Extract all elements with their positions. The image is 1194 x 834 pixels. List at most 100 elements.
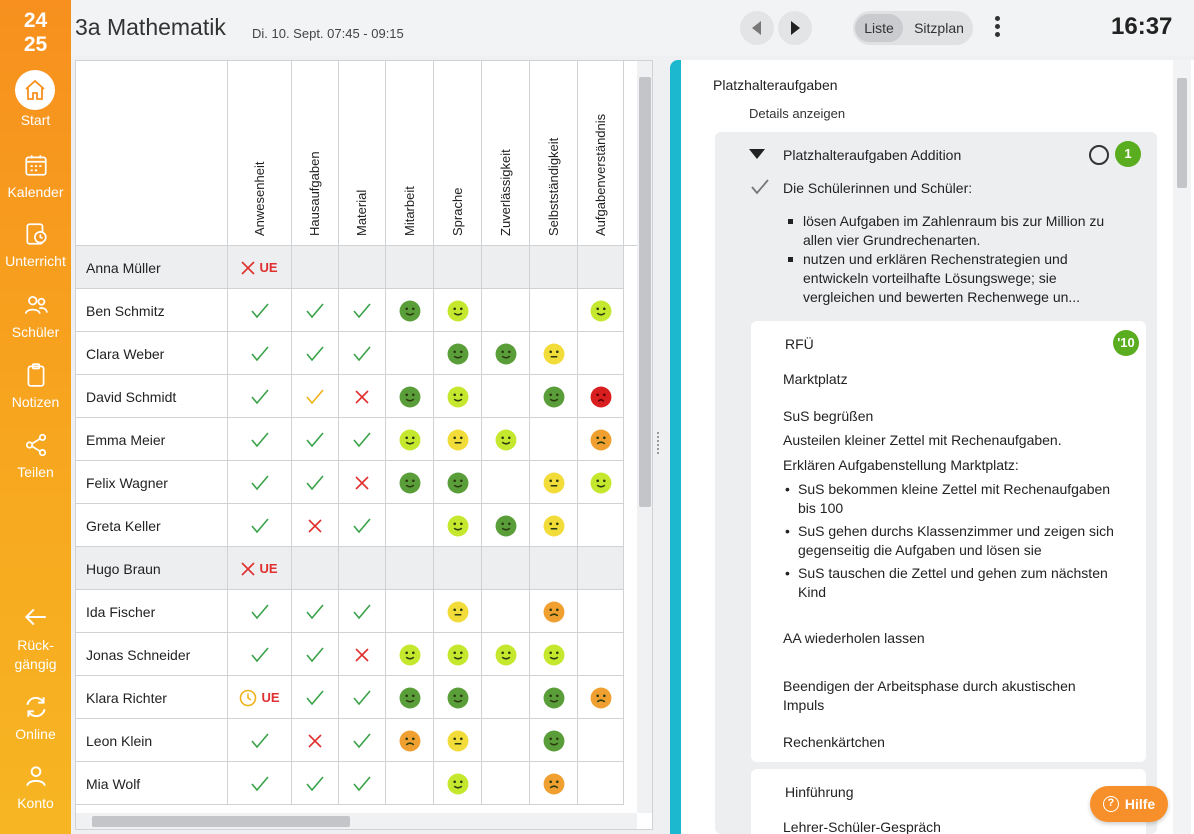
rating-cell[interactable] xyxy=(228,289,292,332)
rating-cell[interactable] xyxy=(482,547,530,590)
rating-cell[interactable] xyxy=(530,332,578,375)
collapse-triangle-icon[interactable] xyxy=(749,149,765,159)
rating-cell[interactable] xyxy=(482,762,530,805)
name-cell[interactable]: Ida Fischer xyxy=(76,590,228,633)
rating-cell[interactable] xyxy=(578,418,624,461)
previous-lesson-button[interactable] xyxy=(740,11,774,45)
rating-cell[interactable] xyxy=(434,633,482,676)
name-cell[interactable]: Leon Klein xyxy=(76,719,228,762)
table-row[interactable]: Klara Richter UE xyxy=(76,676,624,719)
rating-cell[interactable] xyxy=(578,289,624,332)
rating-cell[interactable] xyxy=(386,461,434,504)
name-cell[interactable]: Jonas Schneider xyxy=(76,633,228,676)
rating-cell[interactable] xyxy=(339,719,386,762)
column-header[interactable]: Sprache xyxy=(434,61,482,246)
rating-cell[interactable] xyxy=(339,418,386,461)
table-row[interactable]: Mia Wolf xyxy=(76,762,624,805)
table-row[interactable]: Clara Weber xyxy=(76,332,624,375)
table-row[interactable]: Leon Klein xyxy=(76,719,624,762)
rating-cell[interactable] xyxy=(292,590,339,633)
rating-cell[interactable] xyxy=(530,590,578,633)
name-cell[interactable]: Hugo Braun xyxy=(76,547,228,590)
rating-cell[interactable] xyxy=(578,547,624,590)
table-horizontal-scrollbar[interactable] xyxy=(76,813,637,829)
rating-cell[interactable] xyxy=(434,375,482,418)
rating-cell[interactable] xyxy=(339,590,386,633)
rating-cell[interactable] xyxy=(530,719,578,762)
column-header[interactable]: Selbstständigkeit xyxy=(530,61,578,246)
rating-cell[interactable] xyxy=(482,590,530,633)
rating-cell[interactable] xyxy=(339,289,386,332)
rating-cell[interactable] xyxy=(482,418,530,461)
rating-cell[interactable] xyxy=(578,375,624,418)
rating-cell[interactable] xyxy=(228,375,292,418)
rating-cell[interactable] xyxy=(434,676,482,719)
nav-kalender[interactable]: Kalender xyxy=(0,152,71,200)
rating-cell[interactable] xyxy=(482,461,530,504)
nav-konto[interactable]: Konto xyxy=(0,763,71,811)
column-header[interactable]: Material xyxy=(339,61,386,246)
rating-cell[interactable] xyxy=(482,676,530,719)
rating-cell[interactable] xyxy=(530,375,578,418)
rating-cell[interactable] xyxy=(339,246,386,289)
rating-cell[interactable] xyxy=(386,332,434,375)
rating-cell[interactable] xyxy=(482,246,530,289)
rating-cell[interactable] xyxy=(339,504,386,547)
nav-schueler[interactable]: Schüler xyxy=(0,292,71,340)
name-cell[interactable]: Greta Keller xyxy=(76,504,228,547)
rating-cell[interactable] xyxy=(228,418,292,461)
rating-cell[interactable] xyxy=(482,375,530,418)
rating-cell[interactable] xyxy=(292,246,339,289)
rating-cell[interactable] xyxy=(339,375,386,418)
rating-cell[interactable] xyxy=(386,375,434,418)
rating-cell[interactable] xyxy=(386,633,434,676)
rating-cell[interactable] xyxy=(434,289,482,332)
rating-cell[interactable] xyxy=(292,676,339,719)
rating-cell[interactable] xyxy=(292,547,339,590)
rating-cell[interactable] xyxy=(386,719,434,762)
rating-cell[interactable] xyxy=(292,504,339,547)
table-row[interactable]: Emma Meier xyxy=(76,418,624,461)
name-cell[interactable]: Felix Wagner xyxy=(76,461,228,504)
rating-cell[interactable] xyxy=(339,762,386,805)
rating-cell[interactable] xyxy=(578,246,624,289)
column-header[interactable]: Mitarbeit xyxy=(386,61,434,246)
rating-cell[interactable] xyxy=(530,461,578,504)
rating-cell[interactable] xyxy=(482,289,530,332)
nav-notizen[interactable]: Notizen xyxy=(0,362,71,410)
rating-cell[interactable] xyxy=(292,719,339,762)
rating-cell[interactable] xyxy=(292,633,339,676)
table-row[interactable]: Hugo Braun UE xyxy=(76,547,624,590)
rating-cell[interactable] xyxy=(339,332,386,375)
rating-cell[interactable] xyxy=(578,633,624,676)
table-row[interactable]: Greta Keller xyxy=(76,504,624,547)
rating-cell[interactable] xyxy=(228,504,292,547)
rating-cell[interactable] xyxy=(578,676,624,719)
rating-cell[interactable] xyxy=(386,418,434,461)
rating-cell[interactable] xyxy=(292,762,339,805)
column-header[interactable]: Anwesenheit xyxy=(228,61,292,246)
rating-cell[interactable] xyxy=(292,461,339,504)
table-row[interactable]: Ida Fischer xyxy=(76,590,624,633)
rating-cell[interactable] xyxy=(434,719,482,762)
rating-cell[interactable]: UE xyxy=(228,547,292,590)
rating-cell[interactable] xyxy=(434,504,482,547)
rating-cell[interactable] xyxy=(434,762,482,805)
rating-cell[interactable] xyxy=(339,676,386,719)
rating-cell[interactable]: UE xyxy=(228,246,292,289)
column-header[interactable]: Zuverlässigkeit xyxy=(482,61,530,246)
name-cell[interactable]: Mia Wolf xyxy=(76,762,228,805)
rating-cell[interactable] xyxy=(386,547,434,590)
name-cell[interactable]: David Schmidt xyxy=(76,375,228,418)
rating-cell[interactable] xyxy=(228,762,292,805)
status-circle-icon[interactable] xyxy=(1089,145,1109,165)
rating-cell[interactable] xyxy=(578,590,624,633)
rating-cell[interactable] xyxy=(386,676,434,719)
rating-cell[interactable] xyxy=(339,633,386,676)
rating-cell[interactable]: UE xyxy=(228,676,292,719)
rating-cell[interactable] xyxy=(578,461,624,504)
nav-start[interactable]: Start xyxy=(0,70,71,128)
rating-cell[interactable] xyxy=(292,375,339,418)
rating-cell[interactable] xyxy=(386,246,434,289)
rating-cell[interactable] xyxy=(434,461,482,504)
